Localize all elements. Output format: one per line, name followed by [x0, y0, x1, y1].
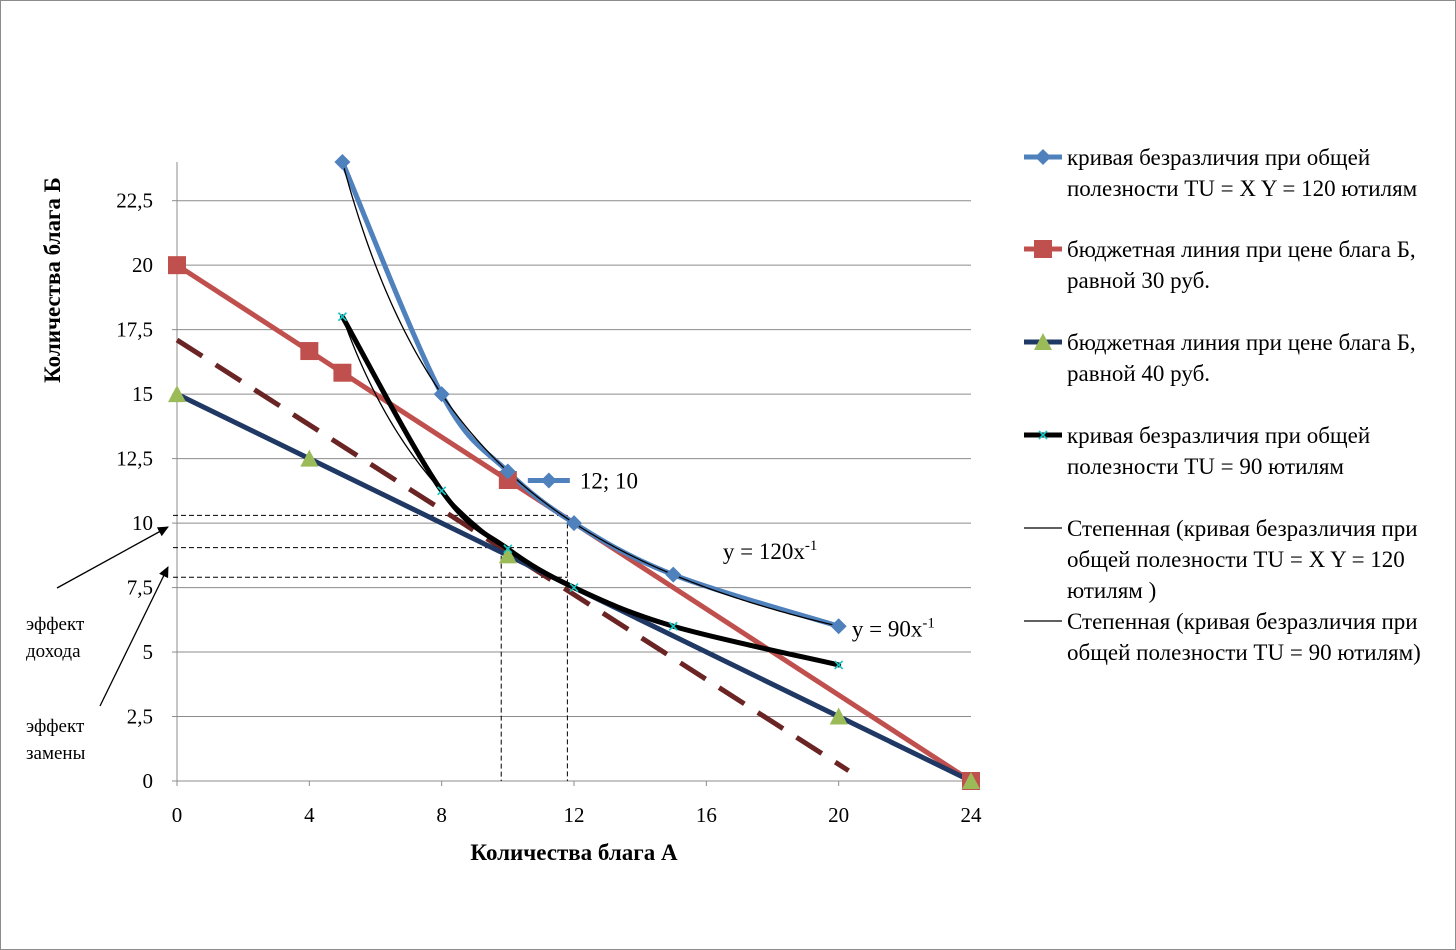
tick-labels: 0 2,5 5 7,5 10 12,5 15 17,5 20 22,5 0 4 8 12 16 20 24: [116, 189, 982, 827]
legend-line: кривая безразличия при общей: [1067, 423, 1370, 448]
substitution-effect-label-1: эффект: [26, 716, 85, 737]
marker-stroke: [337, 312, 347, 322]
legend-entry-ic90: кривая безразличия при общей полезности T…: [1067, 423, 1370, 479]
marker-stroke: [834, 660, 844, 670]
equation-base: y = 90x: [852, 617, 923, 642]
equation-base: y = 120x: [723, 539, 805, 564]
data-point-ic120: [566, 515, 582, 532]
income-effect-label-2: дохода: [26, 641, 81, 662]
data-point-ic90: [668, 621, 678, 631]
x-tick-label: 4: [304, 803, 315, 827]
data-point-ic120: [665, 566, 682, 583]
data-point-budget40: [168, 385, 186, 403]
x-tick-label: 0: [172, 803, 183, 827]
data-point-budget40: [498, 546, 517, 564]
legend-entry-ic120: кривая безразличия при общей полезности T…: [1067, 145, 1418, 201]
x-axis-title: Количества блага А: [470, 840, 678, 865]
y-tick-label: 5: [143, 640, 154, 664]
legend-line: полезности TU = X Y = 120 ютилям: [1067, 176, 1418, 201]
series-line-ic120: [339, 159, 842, 629]
data-point-budget40: [300, 449, 319, 467]
data-point-budget30: [300, 342, 319, 361]
data-point-ic120: [830, 618, 847, 635]
legend-line: бюджетная линия при цене блага Б,: [1067, 237, 1416, 262]
marker-stroke: [437, 486, 447, 496]
legend-swatch-marker: [1034, 333, 1052, 350]
data-point-budget30: [168, 256, 186, 275]
y-tick-label: 2,5: [127, 705, 153, 729]
marker-stroke: [1038, 430, 1048, 440]
trendline-pow90: [341, 316, 839, 666]
legend-line: ютилям ): [1067, 578, 1156, 603]
legend-line: общей полезности TU = 90 ютилям): [1067, 640, 1421, 665]
data-point-ic120: [334, 154, 351, 170]
legend-swatch-marker: [1038, 430, 1048, 440]
series-layer: [168, 154, 980, 790]
legend-entry-pow120: Степенная (кривая безразличия при общей п…: [1067, 516, 1418, 603]
legend-line: равной 30 руб.: [1067, 268, 1210, 293]
data-point-budget30: [333, 363, 352, 382]
data-point-budget30: [498, 471, 517, 490]
data-point-budget40: [962, 772, 980, 789]
y-axis-title: Количества блага Б: [40, 177, 65, 383]
data-point-ic90: [569, 582, 579, 593]
income-effect-arrow: [56, 526, 169, 589]
trendline-pow120: [341, 161, 839, 627]
x-tick-label: 8: [436, 803, 447, 827]
legend-line: равной 40 руб.: [1067, 361, 1210, 386]
legend-line: бюджетная линия при цене блага Б,: [1067, 330, 1416, 355]
y-tick-label: 15: [132, 382, 153, 406]
marker-stroke: [503, 544, 513, 554]
legend-entry-budget40: бюджетная линия при цене блага Б, равной …: [1067, 330, 1416, 386]
legend-line: Степенная (кривая безразличия при: [1067, 516, 1418, 541]
axes: [172, 162, 972, 786]
y-tick-label: 22,5: [116, 189, 153, 213]
data-point-ic90: [337, 312, 347, 322]
x-tick-label: 24: [961, 803, 983, 827]
y-tick-label: 20: [132, 253, 153, 277]
compensating-budget-line: [175, 337, 850, 773]
x-tick-label: 20: [828, 803, 849, 827]
equation-exponent: -1: [805, 538, 818, 554]
marker-stroke: [668, 621, 678, 631]
legend-line: полезности TU = 90 ютилям: [1067, 454, 1344, 479]
chart-labels: 12; 10y = 120x-1y = 90x-1: [527, 469, 935, 642]
legend-swatch-marker: [1034, 240, 1052, 258]
y-tick-label: 7,5: [127, 576, 153, 600]
legend-entry-budget30: бюджетная линия при цене блага Б, равной …: [1067, 237, 1416, 293]
data-point-ic120: [499, 463, 516, 480]
marker-stroke: [569, 582, 579, 593]
legend-entry-pow90: Степенная (кривая безразличия при общей п…: [1067, 609, 1421, 665]
legend-line: Степенная (кривая безразличия при: [1067, 609, 1418, 634]
point-label-text: 12; 10: [580, 469, 638, 494]
y-tick-label: 12,5: [116, 447, 153, 471]
data-point-ic90: [834, 660, 844, 670]
data-point-ic90: [503, 544, 513, 554]
income-effect-label-1: эффект: [26, 614, 85, 635]
legend: кривая безразличия при общей полезности T…: [1024, 145, 1421, 665]
equation-label-1: y = 90x-1: [852, 616, 935, 642]
legend-line: кривая безразличия при общей: [1067, 145, 1370, 170]
legend-line: общей полезности TU = X Y = 120: [1067, 547, 1405, 572]
point-label-marker: [540, 472, 557, 489]
substitution-effect-arrow: [99, 566, 169, 707]
x-tick-label: 12: [564, 803, 585, 827]
effect-annotations: эффект дохода эффект замены: [26, 526, 169, 764]
data-point-ic90: [437, 486, 447, 496]
y-tick-label: 0: [143, 769, 154, 793]
y-tick-label: 17,5: [116, 318, 153, 342]
equation-label-0: y = 120x-1: [723, 538, 817, 564]
data-point-ic120: [433, 386, 450, 403]
substitution-effect-label-2: замены: [26, 743, 86, 764]
data-point-budget40: [829, 707, 848, 725]
y-tick-label: 10: [132, 511, 153, 535]
x-tick-label: 16: [696, 803, 717, 827]
equation-exponent: -1: [922, 616, 935, 632]
legend-swatch-marker: [1035, 149, 1051, 165]
